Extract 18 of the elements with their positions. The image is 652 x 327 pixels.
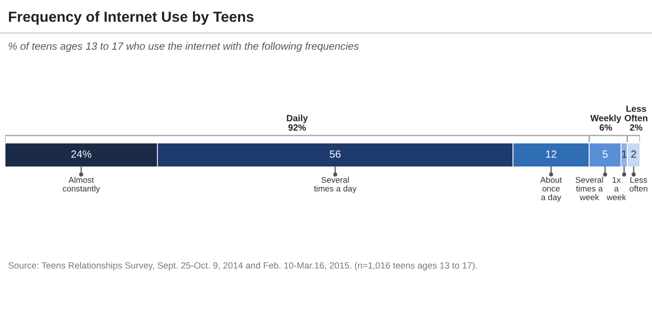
data-label: 1 <box>622 150 627 158</box>
series-label: Several times a day <box>314 176 356 194</box>
data-label: 24% <box>71 150 92 158</box>
chart-subtitle: % of teens ages 13 to 17 who use the internet with the following frequencies <box>8 42 359 52</box>
series-label: Almost constantly <box>62 176 100 194</box>
chart-title: Frequency of Internet Use by Teens <box>8 11 254 25</box>
series-label: 1x a week <box>606 177 626 200</box>
data-label: 2 <box>631 150 636 158</box>
text: Daily 92% <box>286 114 308 131</box>
data-label: 12 <box>546 150 556 158</box>
text: Less Often 2% <box>624 106 648 131</box>
source-note: Source: Teens Relationships Survey, Sept. 25-Oct. 9, 2014 and Feb. 10-Mar.16, 2015. (n=1,016 teens ages 13 to 17). <box>8 262 477 270</box>
text: Weekly 6% <box>590 114 622 131</box>
series-label: Several times a week <box>576 176 603 200</box>
series-label: About once a day <box>540 176 562 202</box>
data-label: 56 <box>330 150 341 158</box>
series-label: Less often <box>630 177 648 192</box>
data-label: 5 <box>602 150 608 158</box>
